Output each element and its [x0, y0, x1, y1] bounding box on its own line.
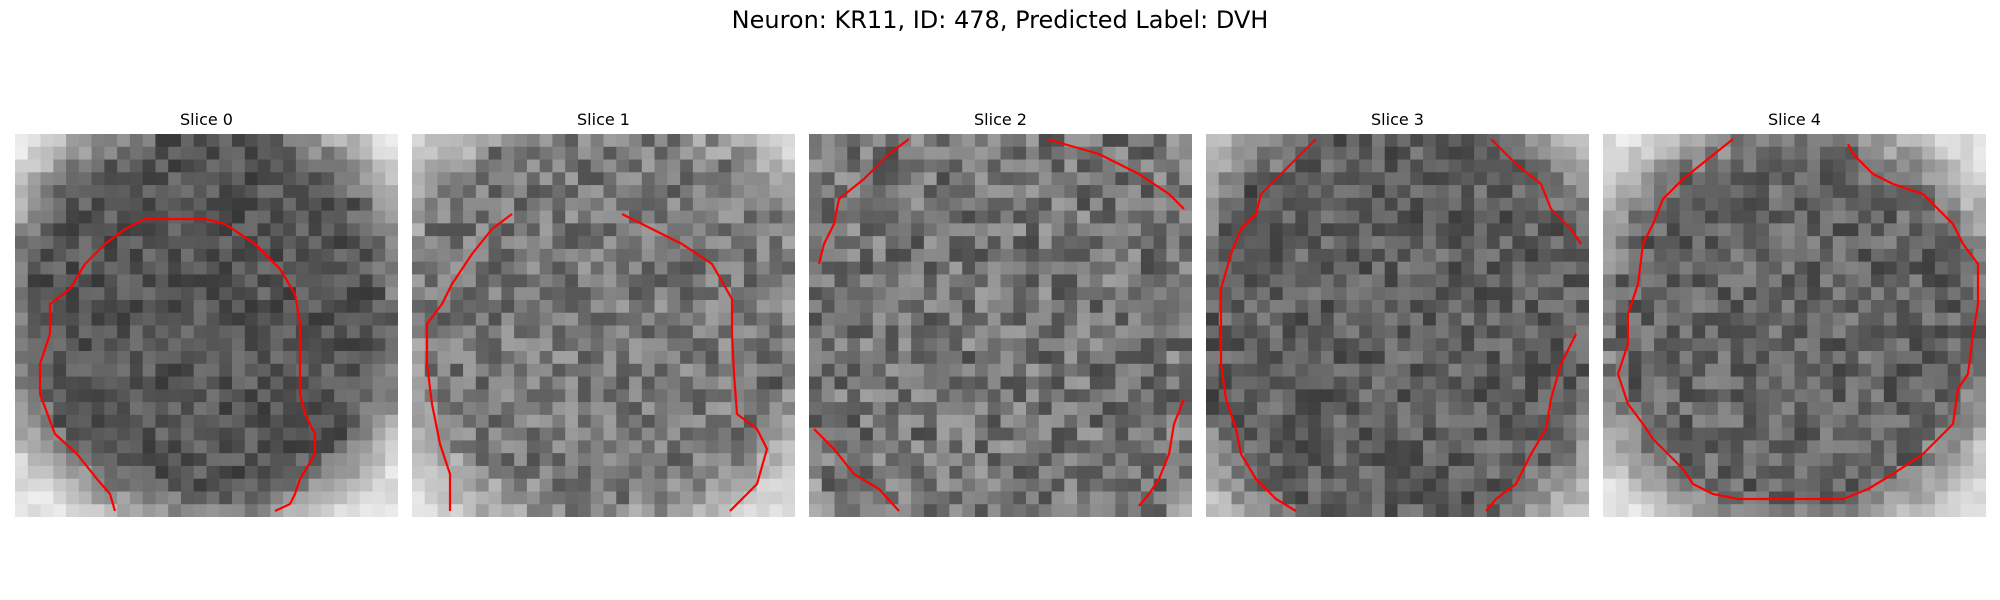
neuron-contour-1 [425, 213, 769, 512]
slice-panel-2: Slice 2 [809, 108, 1192, 517]
slice-panel-4: Slice 4 [1603, 108, 1986, 517]
slice-panel-1: Slice 1 [412, 108, 795, 517]
neuron-contour-2 [813, 137, 1186, 512]
neuron-contour-0 [38, 217, 317, 512]
figure-title: Neuron: KR11, ID: 478, Predicted Label: … [731, 6, 1269, 34]
neuron-contour-3 [1219, 138, 1582, 512]
slice-title-4: Slice 4 [1768, 110, 1821, 129]
slice-panel-0: Slice 0 [15, 108, 398, 517]
slice-image-3 [1206, 134, 1589, 517]
slice-image-1 [412, 134, 795, 517]
slice-title-2: Slice 2 [974, 110, 1027, 129]
slice-title-0: Slice 0 [180, 110, 233, 129]
slice-panel-3: Slice 3 [1206, 108, 1589, 517]
neuron-contour-4 [1616, 138, 1980, 501]
slice-title-3: Slice 3 [1371, 110, 1424, 129]
slice-image-4 [1603, 134, 1986, 517]
slice-image-0 [15, 134, 398, 517]
slice-image-2 [809, 134, 1192, 517]
slice-title-1: Slice 1 [577, 110, 630, 129]
